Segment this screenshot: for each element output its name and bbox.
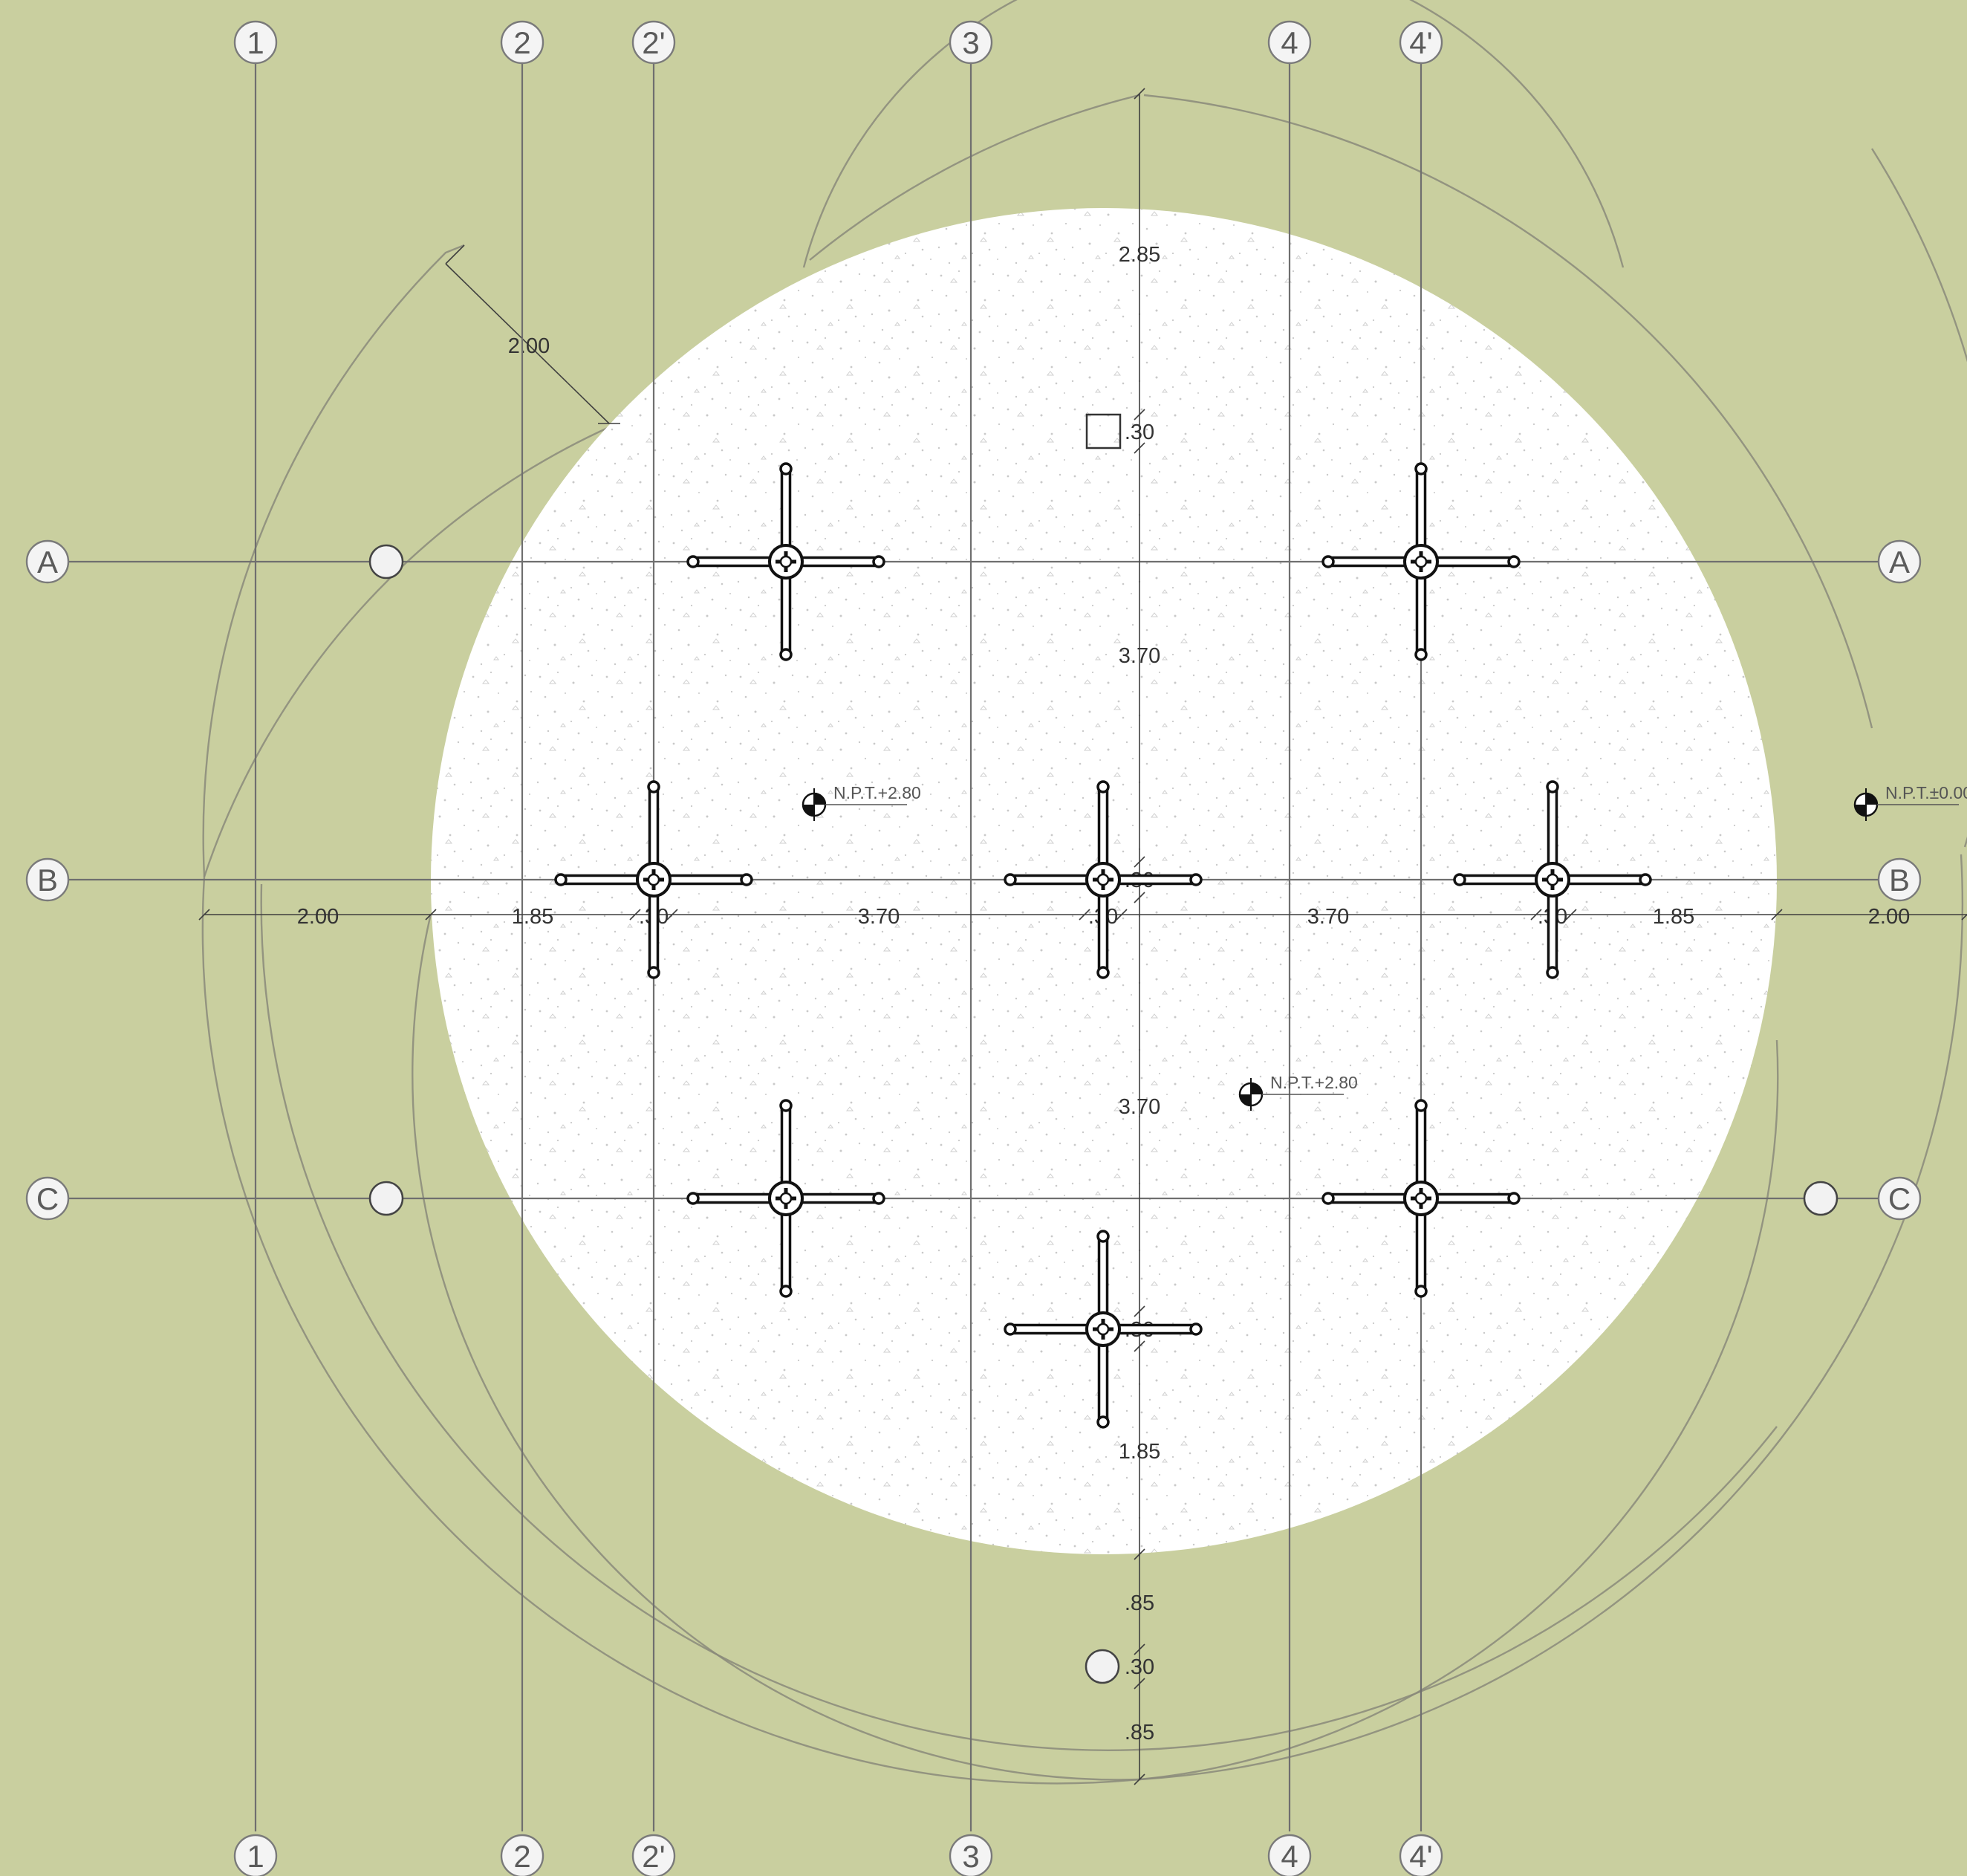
grid-bubble-label: C <box>1888 1181 1911 1216</box>
dimension-label-v-7: .85 <box>1125 1591 1154 1615</box>
column-4 <box>1004 780 1203 979</box>
grid-bubble-3-bottom: 3 <box>949 1834 993 1876</box>
grid-bubble-label: C <box>36 1181 59 1216</box>
grid-bubble-label: 2' <box>642 1839 665 1874</box>
dimension-label-v-2: 3.70 <box>1119 644 1160 668</box>
dimension-label-h-5: 3.70 <box>1307 905 1349 929</box>
round-post-bottom <box>1085 1649 1120 1684</box>
column-7 <box>1321 1099 1521 1298</box>
round-post-a-left <box>368 544 404 580</box>
grid-bubble-label: A <box>1889 545 1910 580</box>
grid-bubble-label: 1 <box>247 1839 264 1874</box>
square-post <box>1085 413 1122 449</box>
small-features <box>368 413 1838 1684</box>
dimension-label-h-3: 3.70 <box>858 905 900 929</box>
grid-bubble-2-prime-top: 2' <box>631 20 676 65</box>
grid-bubble-label: 4' <box>1409 1839 1432 1874</box>
grid-bubble-1-top: 1 <box>233 20 278 65</box>
level-markers: N.P.T.+2.80 N.P.T.+2.80 N.P.T.±0.00 <box>802 783 1967 1111</box>
column-3 <box>554 780 753 979</box>
grid-bubble-label: B <box>37 863 58 898</box>
dimension-strings: 2.001.85.303.70.303.70.301.852.002.85.30… <box>198 88 1967 1785</box>
dimension-label-h-7: 1.85 <box>1653 905 1694 929</box>
grid-bubble-2-prime-bottom: 2' <box>631 1834 676 1876</box>
grid-bubble-2-top: 2 <box>500 20 544 65</box>
grid-bubble-b-left: B <box>25 857 70 902</box>
column-6 <box>686 1099 885 1298</box>
grid-bubble-c-left: C <box>25 1176 70 1221</box>
grid-bubble-label: 3 <box>962 25 979 60</box>
grid-bubble-label: 4 <box>1281 1839 1298 1874</box>
grid-bubble-3-top: 3 <box>949 20 993 65</box>
guide-arc-left-upper <box>202 244 465 877</box>
guide-arc-left <box>201 426 1140 1785</box>
grid-bubble-1-bottom: 1 <box>233 1834 278 1876</box>
grid-bubble-label: B <box>1889 863 1910 898</box>
grid-bubble-c-right: C <box>1877 1176 1922 1221</box>
grid-bubble-label: 2' <box>642 25 665 60</box>
guide-arc-lower-left <box>412 913 1779 1781</box>
diagonal-dimension-label: 2.00 <box>508 334 550 358</box>
level-marker-2: N.P.T.+2.80 <box>1238 1073 1358 1111</box>
dimension-label-v-0: 2.85 <box>1119 243 1160 267</box>
diagonal-dimension: 2.00 <box>445 244 620 424</box>
grid-bubbles: 1 1 2 2 2' 2' 3 3 4 4 4' 4' A A B B C C <box>25 20 1922 1876</box>
dimension-label-v-1: .30 <box>1125 421 1154 444</box>
grid-bubble-label: A <box>37 545 58 580</box>
level-label: N.P.T.+2.80 <box>833 783 921 802</box>
grid-bubble-a-left: A <box>25 539 70 584</box>
round-post-c-right <box>1803 1181 1838 1216</box>
grid-bubble-label: 4' <box>1409 25 1432 60</box>
construction-guides <box>201 0 1625 1785</box>
level-label: N.P.T.+2.80 <box>1270 1073 1358 1092</box>
guide-arc-top <box>802 0 1625 268</box>
grid-bubble-b-right: B <box>1877 857 1922 902</box>
column-1 <box>686 462 885 661</box>
dimension-label-v-9: .85 <box>1125 1721 1154 1744</box>
grid-bubble-label: 2 <box>513 25 530 60</box>
dimension-label-h-1: 1.85 <box>512 905 553 929</box>
grid-axis-lines <box>68 63 1887 1831</box>
dimension-label-v-6: 1.85 <box>1119 1440 1160 1464</box>
guide-arc-topleft <box>809 94 1140 261</box>
grid-bubble-label: 3 <box>962 1839 979 1874</box>
guide-arc-inner <box>260 883 1778 1751</box>
level-marker-1: N.P.T.+2.80 <box>802 783 921 821</box>
guide-arc-topright <box>1143 94 1873 729</box>
grid-bubble-a-right: A <box>1877 539 1922 584</box>
grid-bubble-4-top: 4 <box>1267 20 1312 65</box>
dimension-label-h-8: 2.00 <box>1868 905 1910 929</box>
grid-bubble-label: 2 <box>513 1839 530 1874</box>
column-8 <box>1004 1230 1203 1429</box>
dimension-label-v-4: 3.70 <box>1119 1095 1160 1119</box>
guide-arc-right <box>1870 148 1967 848</box>
grid-bubble-4-prime-top: 4' <box>1399 20 1443 65</box>
columns <box>554 462 1652 1429</box>
round-post-c-left <box>368 1181 404 1216</box>
construction-guides-front <box>260 94 1967 1781</box>
grid-bubble-4-bottom: 4 <box>1267 1834 1312 1876</box>
grid-bubble-label: 1 <box>247 25 264 60</box>
dimension-label-v-8: .30 <box>1125 1655 1154 1679</box>
grid-bubble-label: 4 <box>1281 25 1298 60</box>
level-marker-3: N.P.T.±0.00 <box>1853 783 1967 821</box>
grid-bubble-2-bottom: 2 <box>500 1834 544 1876</box>
dimension-label-h-0: 2.00 <box>297 905 339 929</box>
column-2 <box>1321 462 1521 661</box>
grid-bubble-4-prime-bottom: 4' <box>1399 1834 1443 1876</box>
column-5 <box>1453 780 1652 979</box>
guide-arc-right-lower <box>1139 854 1964 1781</box>
level-label: N.P.T.±0.00 <box>1885 783 1967 802</box>
